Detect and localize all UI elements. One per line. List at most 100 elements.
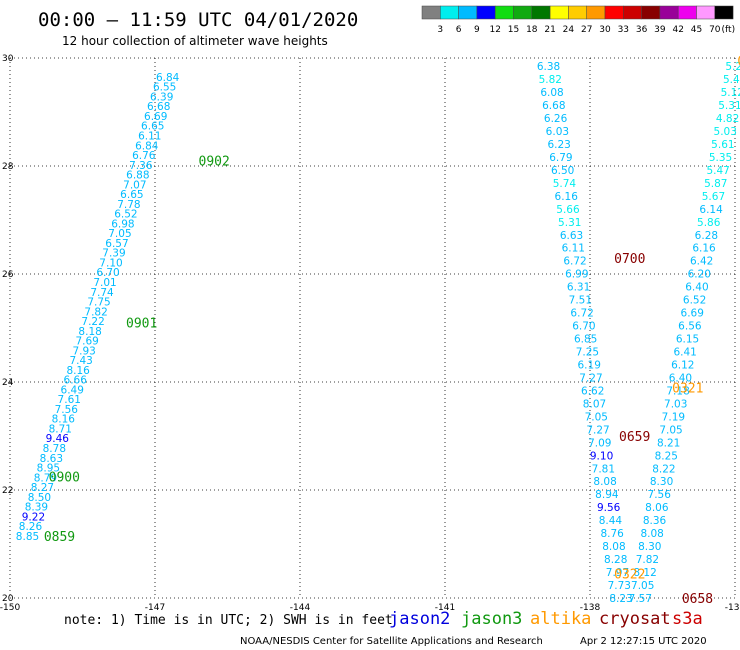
wave-height-point: 6.41 (673, 347, 696, 359)
wave-height-point: 8.39 (25, 502, 48, 514)
wave-height-point: 6.55 (153, 82, 176, 94)
scale-swatch (440, 5, 459, 20)
wave-height-point: 8.76 (600, 528, 624, 540)
wave-height-point: 7.05 (585, 411, 608, 423)
wave-height-point: 8.27 (31, 482, 54, 494)
scale-swatch (623, 5, 642, 20)
scale-swatch (677, 5, 697, 20)
time-label: 0901 (126, 317, 157, 332)
wave-height-point: 6.28 (695, 230, 718, 242)
scale-unit: (ft) (722, 25, 736, 35)
satellite-legend: jason2 jason3 altika cryosat s3a (389, 609, 703, 629)
wave-height-point: 6.39 (150, 91, 173, 103)
scale-swatch (531, 5, 551, 20)
wave-height-point: 8.95 (37, 463, 60, 475)
time-label: 0321 (672, 381, 703, 396)
scale-value: 21 (544, 25, 555, 35)
wave-height-point: 7.19 (662, 411, 685, 423)
x-tick-label: -150 (0, 603, 20, 613)
wave-height-point: 5.66 (556, 204, 580, 216)
scale-swatch (458, 5, 478, 20)
scale-value: 30 (599, 25, 611, 35)
wave-height-point: 6.52 (114, 209, 137, 221)
y-tick-label: 20 (2, 594, 14, 604)
wave-height-point: 7.36 (129, 160, 153, 172)
wave-height-point: 8.18 (78, 326, 101, 338)
wave-height-point: 8.25 (655, 450, 678, 462)
wave-height-point: 7.82 (636, 554, 659, 566)
wave-height-point: 7.25 (576, 347, 599, 359)
scale-swatch (659, 5, 679, 20)
wave-height-point: 7.07 (123, 179, 146, 191)
chart-subtitle: 12 hour collection of altimeter wave hei… (62, 34, 328, 48)
wave-height-point: 5.35 (709, 152, 732, 164)
wave-height-point: 6.19 (578, 359, 601, 371)
wave-height-point: 7.05 (659, 424, 682, 436)
wave-height-point: 7.73 (608, 580, 631, 592)
time-label: 03 (737, 55, 740, 70)
scale-value: 24 (563, 25, 575, 35)
wave-height-point: 6.76 (132, 150, 156, 162)
wave-height-point: 9.56 (597, 502, 621, 514)
scale-value: 3 (437, 25, 443, 35)
scale-value: 70 (709, 25, 721, 35)
wave-height-point: 7.69 (75, 336, 98, 348)
y-tick-label: 28 (2, 162, 14, 172)
wave-height-point: 7.09 (588, 437, 611, 449)
scale-value: 18 (526, 25, 538, 35)
wave-height-point: 7.61 (58, 394, 81, 406)
wave-height-point: 8.16 (52, 414, 76, 426)
wave-height-point: 6.52 (683, 295, 706, 307)
wave-height-point: 6.69 (681, 308, 704, 320)
scale-swatch (604, 5, 624, 20)
x-tick-label: -147 (145, 603, 165, 613)
wave-height-point: 6.62 (581, 385, 604, 397)
wave-height-point: 6.38 (537, 61, 560, 73)
wave-height-point: 6.16 (555, 191, 579, 203)
wave-height-point: 8.07 (583, 398, 606, 410)
wave-height-point: 6.88 (126, 170, 149, 182)
scale-value: 45 (691, 25, 702, 35)
wave-height-point: 6.11 (562, 243, 585, 255)
wave-height-point: 6.65 (120, 189, 143, 201)
scale-value: 27 (581, 25, 592, 35)
wave-height-point: 7.39 (102, 248, 125, 260)
legend-item-altika: altika (530, 609, 591, 629)
wave-height-point: 5.03 (714, 126, 737, 138)
wave-height-point: 8.94 (595, 489, 619, 501)
scale-value: 42 (672, 25, 683, 35)
legend-item-cryosat: cryosat (599, 609, 671, 629)
footnote: note: 1) Time is in UTC; 2) SWH is in fe… (64, 613, 393, 628)
scale-value: 39 (654, 25, 666, 35)
chart-title: 00:00 – 11:59 UTC 04/01/2020 (38, 9, 358, 31)
wave-height-point: 7.18 (666, 385, 689, 397)
wave-height-point: 8.71 (49, 423, 72, 435)
wave-height-point: 6.16 (692, 243, 716, 255)
wave-height-point: 7.10 (99, 257, 122, 269)
wave-height-point: 8.78 (43, 443, 66, 455)
wave-height-point: 6.84 (135, 140, 159, 152)
wave-height-point: 5.46 (723, 74, 740, 86)
scale-value: 15 (508, 25, 519, 35)
scale-swatch (586, 5, 606, 20)
wave-height-point: 6.70 (572, 321, 595, 333)
wave-height-point: 7.78 (117, 199, 140, 211)
scale-swatch (696, 5, 716, 20)
wave-height-point: 8.06 (645, 502, 669, 514)
wave-height-point: 6.99 (565, 269, 588, 281)
scale-swatch (476, 5, 496, 20)
wave-height-point: 8.50 (28, 492, 51, 504)
time-label: 0900 (49, 471, 80, 486)
wave-height-point: 6.70 (96, 267, 119, 279)
scale-swatch (513, 5, 533, 20)
scale-swatch (494, 5, 514, 20)
wave-height-point: 6.15 (676, 334, 699, 346)
wave-height-point: 9.10 (590, 450, 613, 462)
wave-height-point: 8.63 (40, 453, 63, 465)
time-label: 0859 (44, 530, 75, 545)
credit-text: NOAA/NESDIS Center for Satellite Applica… (240, 636, 543, 647)
wave-height-point: 5.67 (702, 191, 725, 203)
wave-height-point: 7.74 (90, 287, 114, 299)
wave-height-point: 7.43 (69, 355, 92, 367)
wave-height-point: 5.86 (697, 217, 721, 229)
